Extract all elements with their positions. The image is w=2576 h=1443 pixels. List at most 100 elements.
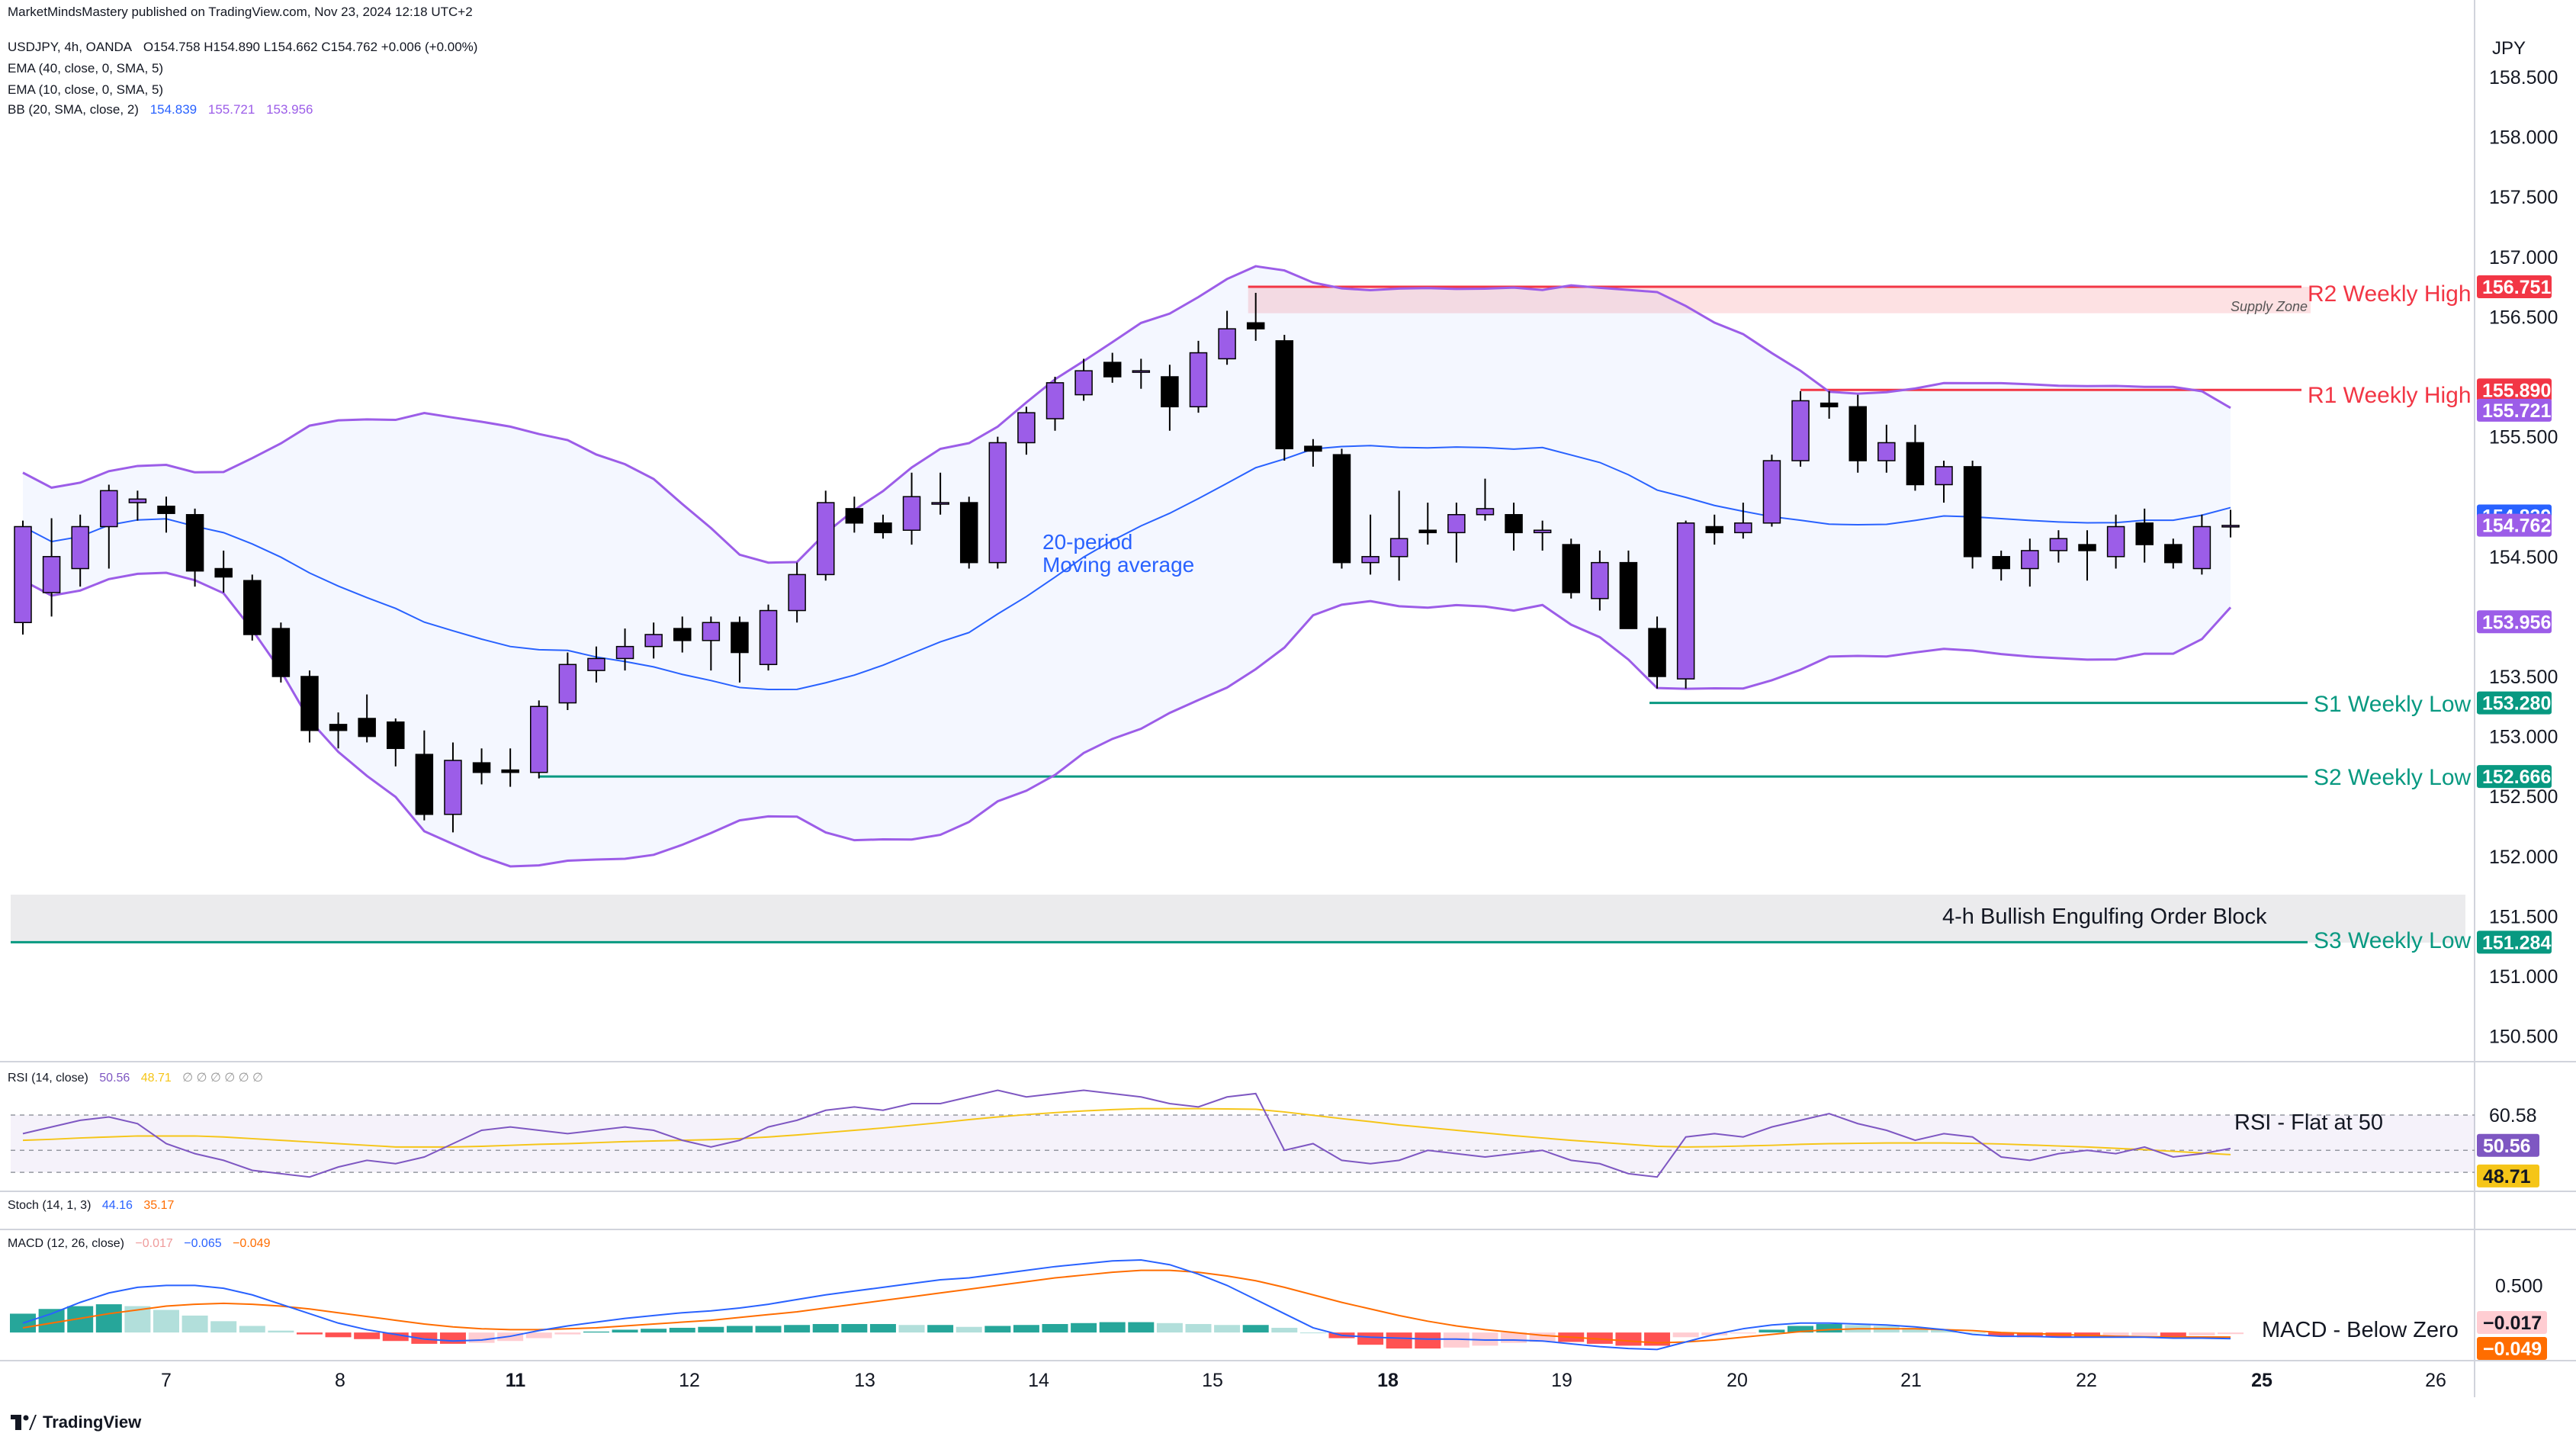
rsi-value-tag-1: 48.71: [2483, 1166, 2531, 1188]
candle-body-34: [988, 442, 1007, 564]
candle-72: [2078, 530, 2096, 581]
candle-43: [1246, 292, 1265, 341]
rsi-empty-values: ∅ ∅ ∅ ∅ ∅ ∅: [182, 1072, 264, 1085]
rsi-band: [11, 1114, 2475, 1173]
ema10-legend[interactable]: EMA (10, close, 0, SMA, 5): [8, 82, 164, 97]
candle-body-26: [759, 609, 778, 666]
rsi-ma-line: [22, 1107, 2231, 1155]
macd-hist-bar-55: [1586, 1332, 1613, 1344]
macd-signal-value: −0.049: [233, 1237, 271, 1250]
macd-hist-bar-12: [354, 1332, 381, 1339]
price-tick-2: 157.500: [2489, 187, 2558, 208]
macd-hist-bar-10: [296, 1332, 323, 1335]
rsi-line: [22, 1089, 2231, 1178]
macd-label: MACD (12, 26, close): [8, 1237, 124, 1250]
candle-body-40: [1161, 376, 1179, 408]
candle-36: [1045, 377, 1065, 431]
candle-body-22: [644, 634, 663, 648]
macd-legend[interactable]: MACD (12, 26, close) −0.017 −0.065 −0.04…: [8, 1237, 278, 1251]
bollinger-basis-line: [22, 445, 2231, 691]
bb-basis-value: 154.839: [149, 102, 198, 117]
candle-37: [1074, 358, 1093, 401]
macd-hist-bar-5: [153, 1310, 179, 1333]
rsi-legend[interactable]: RSI (14, close) 50.56 48.71 ∅ ∅ ∅ ∅ ∅ ∅: [8, 1070, 271, 1085]
candle-41: [1189, 340, 1208, 413]
macd-tick-0: 0.500: [2495, 1275, 2543, 1297]
candle-61: [1762, 455, 1781, 527]
rsi-value-tag-bg-1: [2477, 1164, 2539, 1188]
price-tick-10: 152.000: [2489, 847, 2558, 868]
symbol-label[interactable]: USDJPY, 4h, OANDA: [8, 40, 133, 54]
rsi-note: RSI - Flat at 50: [2234, 1110, 2384, 1135]
macd-hist-bar-77: [2218, 1332, 2244, 1335]
candle-45: [1304, 439, 1322, 467]
time-tick-8: 8: [335, 1370, 345, 1391]
bb-price-tag-0: 155.721: [2482, 400, 2551, 422]
macd-hist-bar-61: [1759, 1329, 1785, 1333]
time-tick-7: 7: [161, 1370, 172, 1391]
candle-body-35: [1017, 412, 1036, 444]
price-tick-8: 153.000: [2489, 727, 2558, 748]
macd-hist-bar-31: [898, 1325, 925, 1333]
macd-hist-bar-47: [1357, 1332, 1384, 1345]
candle-73: [2106, 514, 2125, 569]
candle-body-66: [1906, 442, 1925, 486]
candle-body-8: [243, 580, 262, 635]
candle-15: [444, 742, 462, 833]
candle-body-2: [71, 525, 89, 570]
candle-46: [1332, 448, 1351, 569]
macd-hist-bar-9: [268, 1330, 294, 1333]
candle-47: [1361, 514, 1380, 575]
candle-body-41: [1189, 352, 1208, 408]
tradingview-logo[interactable]: TradingView: [11, 1412, 141, 1432]
time-tick-14: 14: [1028, 1370, 1049, 1391]
candle-14: [415, 730, 434, 821]
s1-label: S1 Weekly Low: [2314, 692, 2472, 717]
bb-price-tag-2-bg: [2477, 513, 2552, 537]
candle-50: [1447, 503, 1466, 563]
candle-body-57: [1648, 628, 1666, 677]
macd-hist-bar-23: [669, 1327, 695, 1333]
ema40-legend[interactable]: EMA (40, close, 0, SMA, 5): [8, 61, 164, 76]
macd-hist-value: −0.017: [135, 1237, 173, 1250]
price-tick-13: 150.500: [2489, 1027, 2558, 1048]
candle-70: [2021, 538, 2039, 587]
bb-legend[interactable]: BB (20, SMA, close, 2) 154.839 155.721 1…: [8, 102, 321, 117]
macd-line: [22, 1259, 2231, 1351]
bb-lower-value: 153.956: [266, 102, 313, 117]
candle-body-55: [1591, 561, 1609, 599]
candle-76: [2192, 514, 2211, 575]
macd-hist-bar-14: [411, 1332, 438, 1344]
stoch-legend[interactable]: Stoch (14, 1, 3) 44.16 35.17: [8, 1199, 181, 1213]
candle-19: [558, 652, 577, 710]
level-price-tag-3-bg: [2477, 765, 2552, 789]
macd-hist-bar-22: [641, 1329, 667, 1333]
level-price-tag-4-bg: [2477, 930, 2552, 954]
candle-62: [1791, 390, 1810, 467]
macd-value-tag-0: −0.017: [2483, 1313, 2542, 1334]
macd-signal-line: [22, 1269, 2231, 1344]
bb-price-tag-3-bg: [2477, 610, 2552, 634]
macd-hist-bar-1: [38, 1309, 65, 1333]
time-tick-20: 20: [1726, 1370, 1748, 1391]
candle-body-74: [2135, 522, 2154, 545]
candle-34: [988, 436, 1007, 569]
candle-68: [1963, 461, 1982, 569]
candle-57: [1648, 616, 1666, 689]
candle-body-72: [2078, 544, 2096, 551]
publisher-line: MarketMindsMastery published on TradingV…: [8, 5, 473, 19]
price-tick-9: 152.500: [2489, 786, 2558, 808]
candle-body-33: [959, 502, 978, 564]
stoch-label: Stoch (14, 1, 3): [8, 1199, 92, 1212]
candle-body-4: [128, 498, 147, 503]
candle-3: [100, 484, 118, 569]
candle-63: [1820, 390, 1839, 419]
currency-label[interactable]: JPY: [2492, 38, 2526, 59]
candle-body-52: [1505, 514, 1523, 534]
candle-23: [673, 616, 692, 653]
candle-body-1: [42, 556, 61, 593]
bb-upper-value: 155.721: [207, 102, 255, 117]
tradingview-logo-text: TradingView: [43, 1412, 142, 1432]
price-tick-6: 154.500: [2489, 547, 2558, 568]
